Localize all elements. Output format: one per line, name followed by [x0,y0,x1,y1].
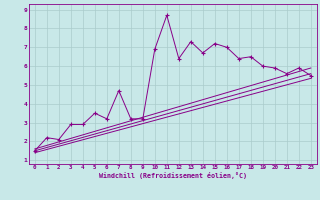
X-axis label: Windchill (Refroidissement éolien,°C): Windchill (Refroidissement éolien,°C) [99,172,247,179]
